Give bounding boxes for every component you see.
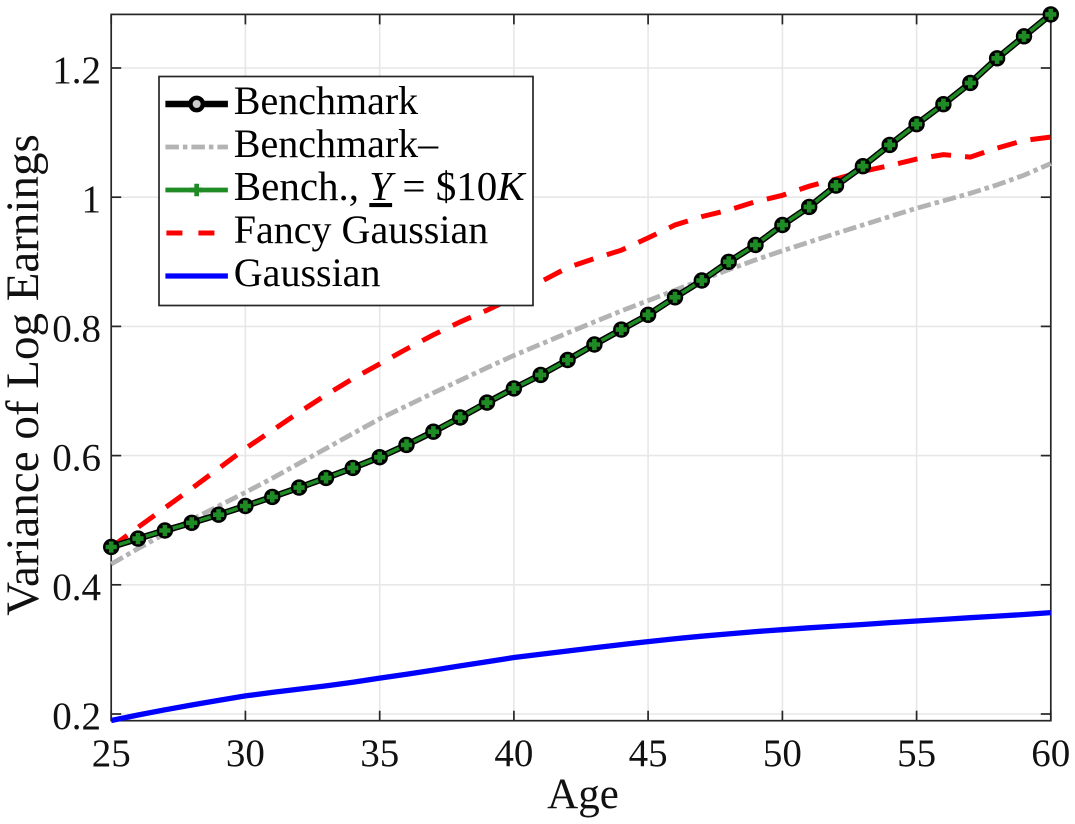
svg-text:25: 25 xyxy=(92,732,131,775)
svg-text:55: 55 xyxy=(897,732,936,775)
svg-text:0.2: 0.2 xyxy=(52,695,101,738)
svg-text:30: 30 xyxy=(226,732,265,775)
svg-text:Fancy Gaussian: Fancy Gaussian xyxy=(234,207,488,252)
svg-text:Benchmark: Benchmark xyxy=(234,78,418,123)
svg-text:0.8: 0.8 xyxy=(52,307,101,350)
svg-text:Bench., Y = $10K: Bench., Y = $10K xyxy=(234,163,527,209)
svg-text:Benchmark–: Benchmark– xyxy=(234,121,439,166)
svg-text:Age: Age xyxy=(547,771,619,818)
svg-text:Gaussian: Gaussian xyxy=(234,250,381,295)
svg-text:50: 50 xyxy=(763,732,802,775)
svg-text:1: 1 xyxy=(82,178,102,221)
svg-text:45: 45 xyxy=(629,732,668,775)
svg-text:0.4: 0.4 xyxy=(52,566,101,609)
svg-text:Variance of Log Earnings: Variance of Log Earnings xyxy=(0,134,49,616)
svg-text:60: 60 xyxy=(1031,732,1070,775)
svg-text:0.6: 0.6 xyxy=(52,437,101,480)
svg-text:1.2: 1.2 xyxy=(52,49,101,92)
svg-text:35: 35 xyxy=(360,732,399,775)
svg-text:40: 40 xyxy=(494,732,533,775)
